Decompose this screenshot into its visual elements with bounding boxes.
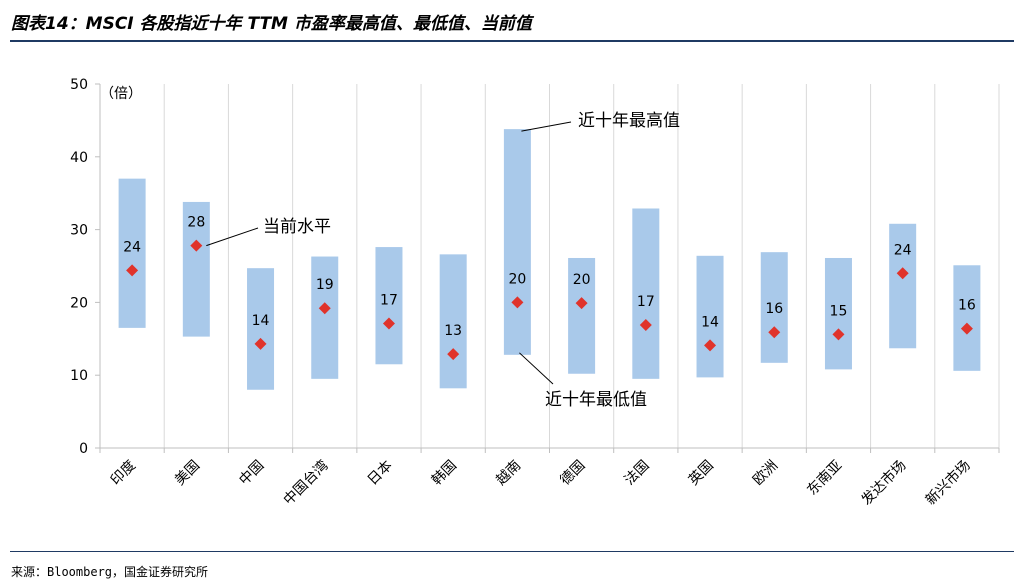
range-bar [760, 252, 788, 363]
current-marker [896, 267, 909, 280]
current-value-label: 20 [573, 272, 591, 288]
annotation-current-leader [206, 227, 259, 247]
current-marker [254, 337, 267, 350]
range-bar [632, 208, 660, 379]
current-marker [639, 318, 652, 331]
range-bar [568, 257, 596, 374]
current-marker [575, 297, 588, 310]
current-marker [126, 264, 139, 277]
range-bar [439, 254, 467, 389]
range-bars [118, 129, 981, 390]
x-tick-label: 发达市场 [858, 457, 910, 509]
current-marker [768, 326, 781, 339]
range-bar [503, 129, 531, 355]
page-title: 图表14：MSCI 各股指近十年 TTM 市盈率最高值、最低值、当前值 [11, 14, 532, 34]
current-marker [382, 317, 395, 330]
range-bar [375, 247, 403, 365]
range-bar [247, 268, 275, 390]
x-tick-label: 越南 [493, 458, 524, 489]
current-value-label: 19 [316, 277, 334, 293]
current-markers [126, 239, 973, 361]
footer-rule [10, 551, 1014, 552]
annotations: 近十年最高值 当前水平 近十年最低值 [206, 111, 680, 410]
current-value-label: 14 [252, 313, 270, 329]
x-tick-label: 德国 [557, 458, 588, 489]
current-value-label: 24 [894, 242, 912, 258]
y-tick-label: 0 [79, 441, 88, 457]
current-marker [704, 339, 717, 352]
x-tick-label: 中国 [236, 458, 267, 489]
current-value-label: 16 [765, 301, 783, 317]
x-tick-label: 新兴市场 [922, 457, 974, 509]
current-marker [318, 302, 331, 315]
current-value-label: 17 [637, 294, 655, 310]
annotation-low-label: 近十年最低值 [545, 390, 647, 410]
current-value-label: 14 [701, 314, 719, 330]
y-tick-label: 50 [70, 77, 88, 93]
current-marker [447, 348, 460, 361]
current-marker [960, 322, 973, 335]
x-tick-label: 中国台湾 [280, 457, 332, 509]
annotation-current-label: 当前水平 [263, 217, 331, 237]
current-marker [190, 239, 203, 252]
current-value-label: 28 [187, 215, 205, 231]
range-bar [118, 178, 146, 328]
x-tick-label: 英国 [685, 457, 717, 489]
source-note: 来源：Bloomberg，国金证券研究所 [11, 565, 209, 579]
y-tick-label: 20 [70, 295, 88, 311]
current-value-label: 20 [508, 271, 526, 287]
title-rule [10, 40, 1014, 42]
range-bar [182, 201, 210, 337]
range-bar [953, 265, 981, 371]
range-bar [824, 257, 852, 370]
data-labels: 24 28 14 19 17 13 20 20 17 14 16 15 24 16 [123, 215, 976, 339]
y-axis-label: （倍） [100, 86, 142, 102]
x-tick-label: 法国 [622, 458, 653, 489]
x-tick-label: 东南亚 [804, 458, 845, 499]
current-value-label: 17 [380, 293, 398, 309]
x-tick-label: 日本 [365, 458, 396, 489]
category-grid [163, 84, 1000, 448]
annotation-high-label: 近十年最高值 [578, 111, 680, 131]
x-tick-label: 欧洲 [750, 458, 781, 489]
x-tick-label: 印度 [108, 458, 139, 489]
current-value-label: 16 [958, 298, 976, 314]
current-value-label: 24 [123, 239, 141, 255]
range-bar [889, 223, 917, 349]
current-value-label: 13 [444, 323, 462, 339]
annotation-low-leader [519, 352, 554, 385]
range-bar [311, 256, 339, 379]
y-tick-label: 30 [70, 223, 88, 239]
current-marker [511, 296, 524, 309]
x-tick-label: 韩国 [429, 458, 460, 489]
y-tick-label: 10 [70, 368, 88, 384]
range-bar [696, 255, 724, 378]
annotation-high-leader [521, 121, 572, 132]
x-tick-label: 美国 [172, 458, 203, 489]
y-tick-label: 40 [70, 150, 88, 166]
current-value-label: 15 [830, 303, 848, 319]
current-marker [832, 328, 845, 341]
